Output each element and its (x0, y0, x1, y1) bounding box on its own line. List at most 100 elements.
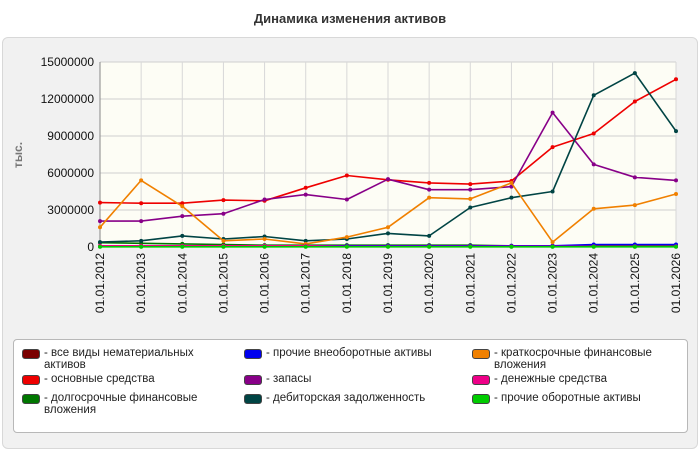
data-point (591, 131, 596, 136)
legend-item: - денежные средства (472, 373, 680, 385)
x-tick-label: 01.01.2017 (299, 253, 313, 313)
data-point (632, 99, 637, 104)
legend-item: - основные средства (22, 373, 237, 385)
data-point (180, 233, 185, 238)
data-point (262, 244, 267, 249)
data-point (386, 231, 390, 236)
data-point (262, 197, 267, 202)
data-point (427, 195, 432, 200)
x-tick-label: 01.01.2018 (340, 253, 354, 313)
data-point (509, 195, 514, 200)
data-point (139, 219, 144, 224)
y-axis-label: тыс. (11, 142, 25, 168)
x-tick-label: 01.01.2014 (175, 253, 189, 313)
data-point (221, 211, 226, 216)
legend-item: - прочие оборотные активы (472, 392, 680, 404)
data-point (386, 177, 390, 182)
data-point (98, 240, 102, 245)
data-point (550, 244, 555, 249)
x-tick-label: 01.01.2020 (422, 253, 436, 313)
legend-item: - дебиторская задолженность (244, 392, 459, 404)
data-point (386, 244, 390, 249)
legend-item: - краткосрочные финансовые вложения (472, 347, 680, 371)
legend-swatch (22, 349, 40, 359)
legend-label: - запасы (266, 373, 312, 385)
data-point (674, 244, 678, 249)
legend-label: - денежные средства (494, 373, 608, 385)
x-tick-label: 01.01.2012 (93, 253, 107, 313)
legend-swatch (472, 375, 490, 385)
data-point (139, 238, 144, 243)
data-point (180, 214, 185, 219)
legend-label: - прочие оборотные активы (494, 392, 641, 404)
data-point (632, 244, 637, 249)
data-point (550, 145, 555, 150)
legend-item: - запасы (244, 373, 459, 385)
series-8 (98, 244, 678, 249)
data-point (180, 244, 185, 249)
y-tick-label: 3000000 (47, 203, 94, 217)
legend-label: - все виды нематериальных активов (44, 347, 194, 371)
x-tick-label: 01.01.2015 (216, 253, 230, 313)
legend-swatch (472, 349, 490, 359)
legend-swatch (22, 394, 40, 404)
data-point (303, 192, 308, 197)
data-point (591, 206, 596, 211)
legend-label: - долгосрочные финансовые вложения (44, 392, 198, 416)
data-point (632, 71, 637, 76)
data-point (550, 110, 555, 115)
x-tick-label: 01.01.2023 (546, 253, 560, 313)
data-point (344, 197, 349, 202)
data-point (139, 201, 144, 206)
x-tick-label: 01.01.2024 (587, 253, 601, 313)
data-point (468, 244, 473, 249)
legend-label: - прочие внеоборотные активы (266, 347, 432, 359)
legend-label: - основные средства (44, 373, 155, 385)
data-point (344, 235, 349, 240)
data-point (674, 178, 678, 183)
data-point (303, 244, 308, 249)
x-tick-label: 01.01.2021 (463, 253, 477, 313)
data-point (427, 244, 432, 249)
y-tick-label: 9000000 (47, 129, 94, 143)
legend-swatch (244, 394, 262, 404)
data-point (550, 189, 555, 194)
data-point (180, 204, 185, 209)
data-point (468, 187, 473, 192)
data-point (468, 182, 473, 187)
data-point (98, 244, 102, 249)
legend-item: - долгосрочные финансовые вложения (22, 392, 237, 416)
x-tick-label: 01.01.2019 (381, 253, 395, 313)
y-tick-label: 6000000 (47, 166, 94, 180)
data-point (303, 185, 308, 190)
legend-label: - краткосрочные финансовые вложения (494, 347, 652, 371)
data-point (591, 244, 596, 249)
data-point (262, 236, 267, 241)
data-point (427, 233, 432, 238)
y-tick-label: 15000000 (41, 55, 95, 69)
legend-item: - все виды нематериальных активов (22, 347, 237, 371)
data-point (386, 225, 390, 230)
data-point (427, 187, 432, 192)
x-tick-label: 01.01.2016 (258, 253, 272, 313)
legend-swatch (244, 375, 262, 385)
data-point (98, 219, 102, 224)
data-point (674, 129, 678, 134)
data-point (180, 201, 185, 206)
data-point (591, 93, 596, 98)
data-point (509, 244, 514, 249)
x-tick-label: 01.01.2022 (504, 253, 518, 313)
data-point (632, 175, 637, 180)
legend-swatch (472, 394, 490, 404)
data-point (468, 205, 473, 210)
data-point (344, 173, 349, 178)
data-point (139, 244, 144, 249)
data-point (221, 238, 226, 243)
data-point (674, 77, 678, 82)
data-point (550, 240, 555, 245)
series-4 (98, 110, 678, 224)
data-point (221, 244, 226, 249)
data-point (98, 225, 102, 230)
data-point (98, 200, 102, 205)
